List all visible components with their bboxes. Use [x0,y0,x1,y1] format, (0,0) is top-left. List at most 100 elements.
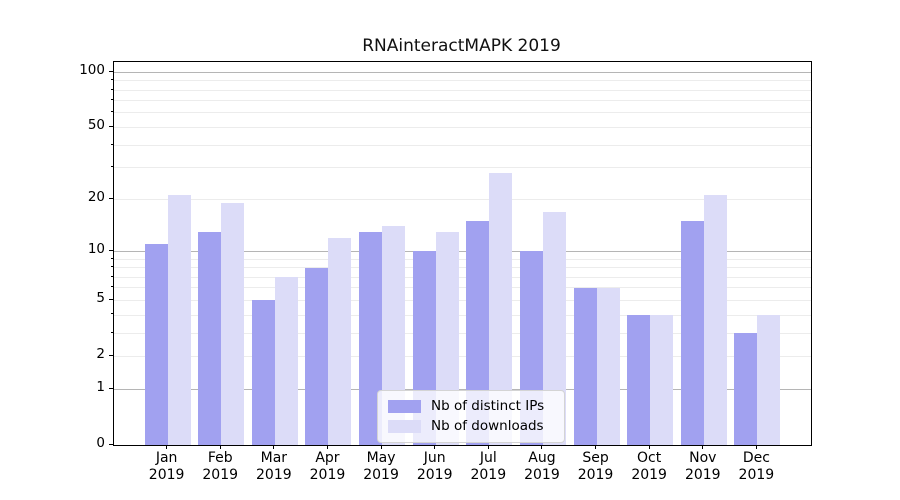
x-tick-label-jan: Jan 2019 [148,450,185,483]
x-tick-label-oct: Oct 2019 [631,450,667,483]
y-tick-label-1: 1 [96,379,105,395]
y-minor-tick-8 [111,266,113,267]
bar-downloads-dec [757,315,781,445]
x-tick-label-nov: Nov 2019 [684,450,721,483]
x-tick-mark-apr [326,445,328,449]
bar-distinct-ips-dec [734,333,758,445]
legend-label-downloads: Nb of downloads [431,418,544,434]
bar-distinct-ips-may [359,231,383,445]
y-tick-label-20: 20 [87,189,105,206]
bar-downloads-oct [650,315,674,445]
x-tick-mark-sep [595,445,597,449]
bar-distinct-ips-jul [466,221,490,445]
bar-downloads-apr [328,237,352,445]
bar-downloads-jul [489,173,513,445]
x-tick-label-feb: Feb 2019 [202,450,239,483]
y-minor-tick-40 [111,143,113,145]
y-minor-tick-30 [111,166,113,168]
x-tick-label-aug: Aug 2019 [524,450,560,483]
legend-item-distinct-ips: Nb of distinct IPs [388,396,554,416]
gridline-1 [114,388,811,390]
legend-item-downloads: Nb of downloads [388,416,554,436]
x-tick-mark-dec [755,445,757,449]
chart-title: RNAinteractMAPK 2019 [362,36,561,56]
x-tick-label-sep: Sep 2019 [577,450,614,483]
legend-swatch-distinct-ips [388,399,421,413]
gridline-2 [114,355,811,357]
gridline-60 [114,112,811,114]
y-minor-tick-5 [111,298,113,300]
bar-distinct-ips-apr [305,267,329,445]
x-tick-label-mar: Mar 2019 [256,450,292,483]
y-minor-tick-6 [111,286,113,288]
y-tick-mark-100 [109,70,113,72]
gridline-50 [114,126,811,128]
bar-downloads-sep [596,287,620,445]
y-minor-tick-20 [111,197,113,199]
x-tick-mark-may [380,445,382,449]
gridline-80 [114,89,811,91]
y-minor-tick-60 [111,111,113,113]
bar-distinct-ips-oct [627,315,651,445]
gridline-40 [114,144,811,146]
y-minor-tick-50 [111,125,113,127]
y-tick-label-100: 100 [79,62,105,79]
gridline-9 [114,258,811,260]
y-tick-label-0: 0 [96,435,105,451]
plot-area [113,61,812,446]
x-tick-label-apr: Apr 2019 [309,450,346,483]
x-tick-label-jul: Jul 2019 [470,450,507,483]
x-tick-label-dec: Dec 2019 [738,450,775,483]
y-tick-label-5: 5 [96,290,105,307]
gridline-5 [114,299,811,301]
bar-downloads-aug [542,211,566,445]
x-tick-mark-jun [434,445,436,449]
bar-downloads-feb [221,203,245,445]
gridline-10 [114,250,811,252]
gridline-8 [114,267,811,269]
bar-downloads-mar [274,277,298,445]
bar-distinct-ips-feb [198,231,222,445]
x-tick-mark-oct [648,445,650,449]
x-tick-mark-nov [702,445,704,449]
y-tick-mark-1 [109,387,113,389]
y-minor-tick-90 [111,79,113,81]
bar-distinct-ips-jan [144,244,168,445]
x-tick-mark-aug [541,445,543,449]
gridline-70 [114,100,811,102]
x-tick-label-may: May 2019 [363,450,399,483]
x-tick-mark-jul [487,445,489,449]
bar-downloads-nov [703,195,727,445]
y-minor-tick-3 [111,331,113,333]
bar-distinct-ips-sep [573,287,597,445]
y-tick-mark-10 [109,249,113,251]
y-minor-tick-4 [111,313,113,315]
y-minor-tick-7 [111,275,113,277]
y-minor-tick-2 [111,354,113,356]
y-tick-label-50: 50 [87,117,105,134]
gridline-90 [114,80,811,82]
gridline-100 [114,71,811,73]
y-minor-tick-80 [111,88,113,90]
x-tick-mark-feb [219,445,221,449]
y-minor-tick-70 [111,99,113,101]
legend: Nb of distinct IPs Nb of downloads [377,390,565,443]
bar-downloads-jan [167,195,191,445]
legend-label-distinct-ips: Nb of distinct IPs [431,398,545,414]
bar-distinct-ips-mar [251,300,275,445]
gridline-20 [114,198,811,200]
y-tick-label-2: 2 [96,346,105,363]
gridline-7 [114,276,811,278]
legend-swatch-downloads [388,419,421,433]
x-tick-mark-jan [166,445,168,449]
gridline-6 [114,287,811,289]
y-minor-tick-9 [111,257,113,259]
gridline-30 [114,167,811,169]
gridline-4 [114,314,811,316]
bar-distinct-ips-nov [680,221,704,445]
gridline-3 [114,332,811,334]
y-tick-mark-0 [109,443,113,445]
y-tick-label-10: 10 [87,241,105,258]
x-tick-mark-mar [273,445,275,449]
